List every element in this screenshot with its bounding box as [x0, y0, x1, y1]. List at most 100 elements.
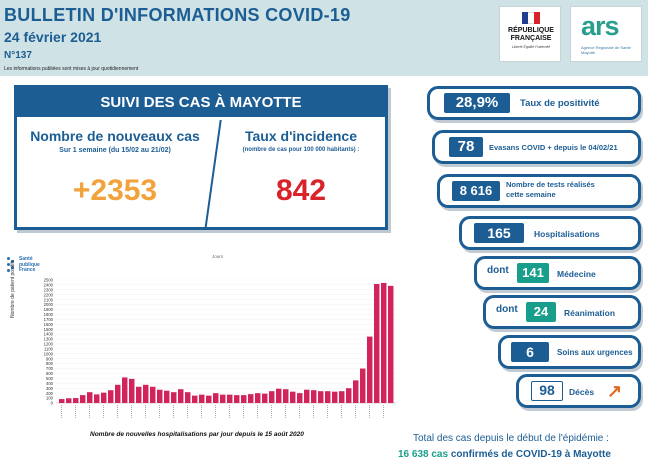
reanimation-value: 24 — [526, 302, 556, 322]
y-tick-label: 400 — [46, 381, 54, 386]
french-flag-icon — [522, 12, 540, 24]
y-tick-label: 2000 — [44, 302, 54, 307]
bulletin-title: BULLETIN D'INFORMATIONS COVID-19 — [4, 5, 351, 25]
positivity-stat: 28,9% Taux de positivité — [427, 86, 641, 120]
evasans-label: Evasans COVID + depuis le 04/02/21 — [489, 143, 618, 152]
y-tick-label: 2100 — [44, 297, 54, 302]
chart-bar — [73, 398, 79, 403]
chart-bar — [164, 390, 170, 403]
y-tick-label: 1300 — [44, 337, 54, 342]
total-cases-rest: confirmés de COVID-19 à Mayotte — [450, 449, 611, 460]
incidence-subtitle: (nombre de cas pour 100 000 habitants) : — [242, 147, 360, 153]
y-tick-label: 500 — [46, 376, 54, 381]
chart-bar — [290, 391, 296, 403]
suivi-cas-panel: SUIVI DES CAS À MAYOTTE Nombre de nouvea… — [14, 85, 388, 230]
medecine-label: Médecine — [557, 269, 596, 279]
y-tick-label: 1100 — [44, 346, 54, 351]
chart-bar — [248, 394, 254, 403]
x-axis-label: Jours — [212, 254, 224, 259]
deces-label: Décès — [569, 387, 595, 397]
total-cases-count: 16 638 cas — [398, 449, 449, 460]
y-tick-label: 700 — [46, 366, 54, 371]
santepublique-dots-icon — [7, 257, 17, 275]
chart-bar — [220, 394, 226, 403]
y-tick-label: 1400 — [44, 332, 54, 337]
y-tick-label: 900 — [46, 356, 54, 361]
hospitalisations-chart: 0100200300400500600700800900100011001200… — [44, 278, 396, 419]
chart-bar — [269, 391, 275, 403]
chart-bar — [136, 386, 142, 403]
hospitalisations-label: Hospitalisations — [534, 229, 600, 239]
tests-label: Nombre de tests réalisés cette semaine — [506, 180, 595, 199]
chart-bar — [199, 394, 205, 403]
positivity-label: Taux de positivité — [520, 98, 600, 109]
y-tick-label: 1500 — [44, 327, 54, 332]
rf-motto: Liberté Égalité Fraternité — [511, 45, 551, 49]
chart-caption: Nombre de nouvelles hospitalisations par… — [90, 431, 304, 438]
santepublique-logo: Santé publique France — [7, 255, 47, 279]
chart-bar — [311, 390, 317, 403]
chart-bar — [241, 395, 247, 403]
hospitalisations-value: 165 — [474, 223, 524, 243]
chart-bar — [332, 391, 338, 403]
chart-bar — [262, 393, 268, 403]
y-tick-label: 100 — [46, 396, 54, 401]
chart-bar — [87, 392, 93, 403]
total-cases-intro: Total des cas depuis le début de l'épidé… — [413, 433, 609, 444]
chart-bar — [178, 389, 184, 403]
chart-bar — [276, 388, 282, 403]
chart-bar — [304, 389, 310, 403]
chart-bar — [367, 336, 373, 403]
y-tick-label: 2400 — [44, 283, 54, 288]
arrow-up-right-icon: ↗ — [607, 381, 623, 401]
tests-value: 8 616 — [452, 181, 500, 201]
reanimation-label: Réanimation — [564, 308, 616, 318]
y-tick-label: 200 — [46, 391, 54, 396]
y-tick-label: 300 — [46, 386, 54, 391]
bulletin-number: N°137 — [4, 50, 32, 61]
chart-bar — [206, 395, 212, 403]
reanimation-stat: dont 24 Réanimation — [483, 295, 641, 329]
chart-bar — [150, 386, 156, 403]
y-tick-label: 1700 — [44, 317, 54, 322]
y-tick-label: 600 — [46, 371, 54, 376]
urgences-value: 6 — [511, 342, 549, 362]
republique-francaise-logo: RÉPUBLIQUE FRANÇAISE Liberté Égalité Fra… — [499, 6, 561, 62]
y-tick-label: 1000 — [44, 351, 54, 356]
y-tick-label: 1800 — [44, 312, 54, 317]
evasans-stat: 78 Evasans COVID + depuis le 04/02/21 — [432, 130, 641, 164]
header-band: BULLETIN D'INFORMATIONS COVID-19 24 févr… — [0, 0, 648, 76]
medecine-value: 141 — [517, 263, 549, 283]
chart-bar — [297, 393, 303, 403]
chart-bar — [143, 384, 149, 403]
chart-bar — [66, 398, 72, 403]
chart-bar — [353, 380, 359, 403]
rf-name: RÉPUBLIQUE FRANÇAISE — [508, 27, 554, 42]
chart-bar — [192, 395, 198, 403]
urgences-label: Soins aux urgences — [557, 348, 633, 357]
y-tick-label: 1200 — [44, 342, 54, 347]
y-tick-label: 800 — [46, 361, 54, 366]
chart-bar — [346, 388, 352, 403]
ars-wordmark: ars — [581, 11, 620, 41]
new-cases-title: Nombre de nouveaux cas — [30, 128, 200, 144]
y-tick-label: 2300 — [44, 287, 54, 292]
y-tick-label: 2200 — [44, 292, 54, 297]
hospitalisations-stat: 165 Hospitalisations — [459, 216, 641, 250]
chart-bar — [325, 391, 331, 403]
chart-bar — [80, 395, 86, 403]
chart-bar — [360, 368, 366, 403]
chart-bar — [283, 389, 289, 403]
chart-bar — [255, 393, 261, 403]
chart-bar — [129, 378, 135, 403]
chart-bar — [122, 377, 128, 403]
reanimation-dont: dont — [496, 304, 518, 315]
urgences-stat: 6 Soins aux urgences — [498, 335, 641, 369]
santepublique-text: Santé publique France — [19, 256, 40, 273]
ars-subtitle: Agence Régionale de Santé Mayotte — [581, 45, 631, 55]
incidence-value: 842 — [275, 174, 327, 207]
deces-stat: 98 Décès ↗ — [516, 374, 641, 408]
medecine-dont: dont — [487, 265, 509, 276]
new-cases-period: Sur 1 semaine (du 15/02 au 21/02) — [59, 147, 171, 154]
new-cases-value: +2353 — [72, 174, 158, 207]
